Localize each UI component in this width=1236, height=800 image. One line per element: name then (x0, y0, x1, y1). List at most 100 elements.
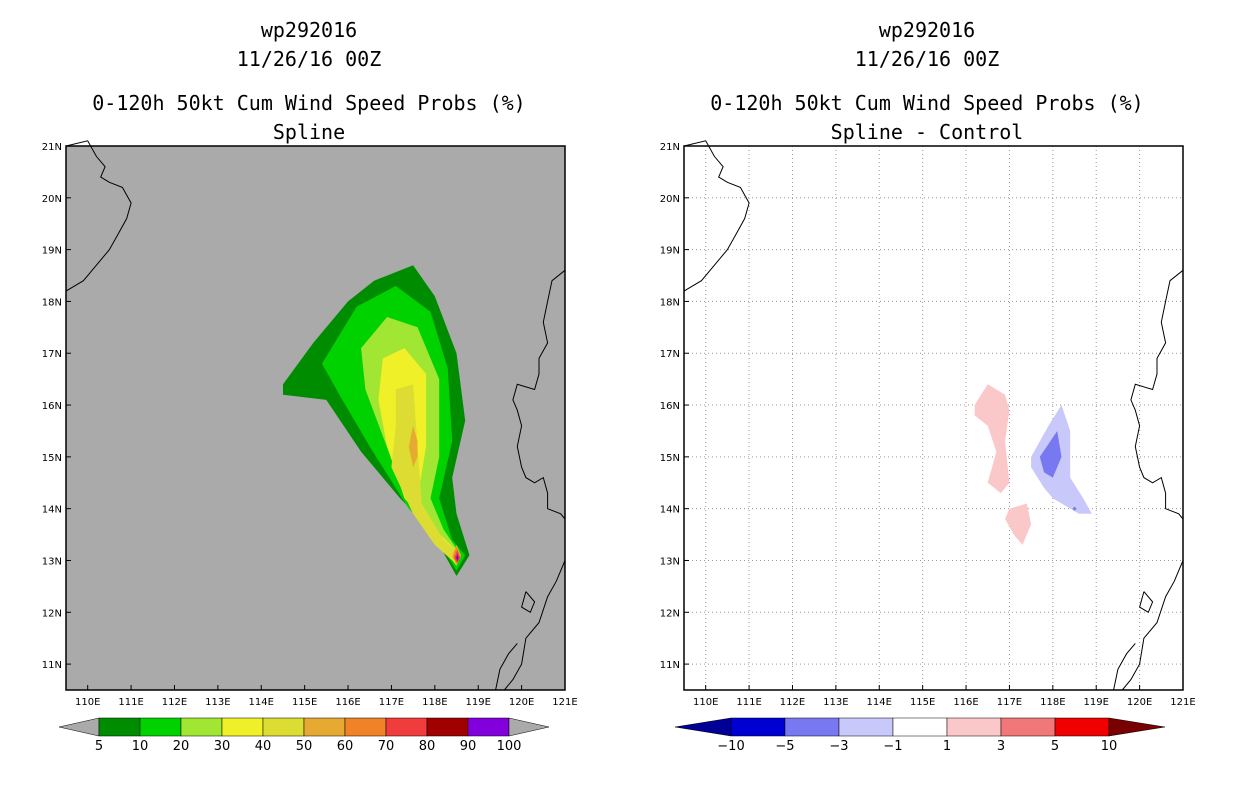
colorbar-arrow-high (508, 717, 550, 737)
x-tick-label: 120E (509, 697, 534, 708)
panel-spline-minus-control: wp292016 11/26/16 00Z 0-120h 50kt Cum Wi… (618, 0, 1236, 800)
colorbar-swatch (262, 717, 305, 737)
colorbar-label: 10 (1101, 739, 1118, 754)
y-tick-label: 16N (42, 401, 62, 412)
y-tick-label: 21N (660, 142, 680, 153)
plot-frame (65, 145, 566, 691)
x-tick-label: 113E (205, 697, 230, 708)
colorbar-swatch (892, 717, 948, 737)
x-tick-label: 121E (552, 697, 577, 708)
x-tick-label: 114E (249, 697, 274, 708)
colorbar-label: 5 (1051, 739, 1059, 754)
chart-title: 0-120h 50kt Cum Wind Speed Probs (%) (710, 91, 1144, 115)
colorbar-label: 70 (378, 739, 395, 754)
colorbar-swatch (139, 717, 182, 737)
x-tick-label: 114E (867, 697, 892, 708)
colorbar-label: −5 (775, 739, 794, 754)
x-tick-label: 112E (780, 697, 805, 708)
colorbar-swatch (946, 717, 1002, 737)
coastline (495, 643, 518, 691)
colorbar-label: −1 (883, 739, 902, 754)
y-tick-label: 14N (660, 505, 680, 516)
contour-region-1 (974, 384, 1010, 494)
datetime: 11/26/16 00Z (854, 47, 1000, 71)
colorbar-label: 40 (255, 739, 272, 754)
y-tick-label: 15N (660, 453, 680, 464)
x-tick-label: 111E (736, 697, 761, 708)
colorbar-arrow-high (1108, 717, 1166, 737)
colorbar-label: 100 (497, 739, 522, 754)
colorbar-label: 5 (95, 739, 103, 754)
x-tick-label: 112E (162, 697, 187, 708)
plot-background (66, 146, 565, 690)
colorbar-swatch (467, 717, 510, 737)
coastline (65, 140, 132, 292)
x-tick-label: 115E (292, 697, 317, 708)
colorbar-swatch (385, 717, 428, 737)
y-tick-label: 13N (42, 556, 62, 567)
contour-region-1 (1005, 503, 1032, 545)
coastline (503, 560, 566, 691)
x-tick-label: 117E (379, 697, 404, 708)
y-tick-label: 20N (660, 194, 680, 205)
x-tick-label: 118E (1040, 697, 1065, 708)
coastline (512, 269, 566, 520)
contour-region-50 (408, 425, 418, 468)
y-tick-label: 12N (42, 608, 62, 619)
x-tick-label: 111E (118, 697, 143, 708)
probability-map: 110E 111E 112E 113E 114E 115E 116E 117E 118E 119E… (42, 140, 578, 754)
contour-region-neg3 (1039, 431, 1062, 478)
coastline (521, 591, 536, 614)
contour-region-neg1 (1031, 405, 1092, 514)
colorbar-label: −3 (829, 739, 848, 754)
x-tick-label: 110E (75, 697, 100, 708)
x-tick-label: 118E (422, 697, 447, 708)
colorbar-label: 30 (214, 739, 231, 754)
difference-map: 110E 111E 112E 113E 114E 115E 116E 117E 118E 119E… (660, 140, 1196, 754)
contour-region-40 (391, 384, 461, 561)
colorbar-swatch (730, 717, 786, 737)
panel-spline: wp292016 11/26/16 00Z 0-120h 50kt Cum Wi… (42, 18, 578, 754)
x-tick-label: 120E (1127, 697, 1152, 708)
y-tick-label: 17N (660, 349, 680, 360)
colorbar-swatch (1054, 717, 1110, 737)
colorbar-swatch (98, 717, 141, 737)
y-tick-label: 19N (660, 246, 680, 257)
y-tick-label: 11N (660, 660, 680, 671)
x-tick-label: 119E (1084, 697, 1109, 708)
colorbar-label: 60 (337, 739, 354, 754)
plot-background (684, 146, 1183, 690)
x-tick-label: 119E (466, 697, 491, 708)
colorbar-swatch (180, 717, 223, 737)
x-tick-label: 115E (910, 697, 935, 708)
x-tick-label: 121E (1170, 697, 1195, 708)
y-tick-label: 13N (660, 556, 680, 567)
y-tick-label: 17N (42, 349, 62, 360)
colorbar-swatch (344, 717, 387, 737)
storm-id: wp292016 (878, 18, 976, 42)
x-tick-label: 116E (335, 697, 360, 708)
colorbar-swatch (303, 717, 346, 737)
coastline (683, 140, 750, 292)
coastline (1130, 269, 1184, 520)
x-tick-label: 113E (823, 697, 848, 708)
datetime: 11/26/16 00Z (236, 47, 382, 71)
y-tick-label: 18N (660, 297, 680, 308)
coastline (1113, 643, 1136, 691)
y-tick-label: 16N (660, 401, 680, 412)
colorbar-swatch (784, 717, 840, 737)
y-tick-label: 12N (660, 608, 680, 619)
y-tick-label: 18N (42, 297, 62, 308)
y-tick-label: 19N (42, 246, 62, 257)
y-tick-label: 11N (42, 660, 62, 671)
x-tick-label: 117E (997, 697, 1022, 708)
contour-region-90 (456, 554, 459, 561)
coastline (1121, 560, 1184, 691)
y-tick-label: 15N (42, 453, 62, 464)
chart-subtitle: Spline - Control (830, 120, 1024, 144)
colorbar-swatch (1000, 717, 1056, 737)
chart-subtitle: Spline (272, 120, 346, 144)
x-tick-label: 110E (693, 697, 718, 708)
colorbar-label: 90 (460, 739, 477, 754)
colorbar-label: 50 (296, 739, 313, 754)
